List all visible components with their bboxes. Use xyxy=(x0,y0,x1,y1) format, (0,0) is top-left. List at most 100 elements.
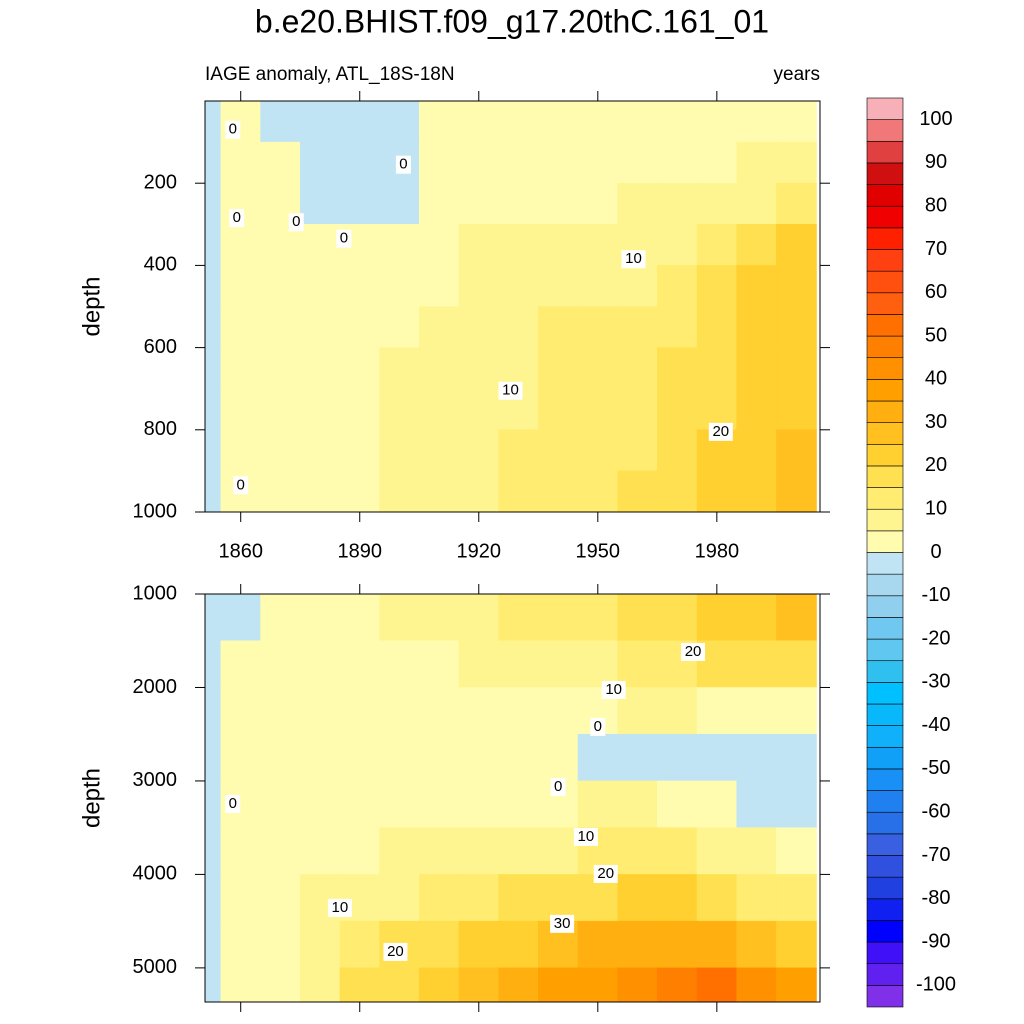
colorbar-label: -20 xyxy=(922,627,951,649)
x-tick-label: 1980 xyxy=(695,540,740,562)
contour-cell xyxy=(696,874,738,922)
colorbar-box xyxy=(866,703,904,726)
contour-cell xyxy=(339,306,381,349)
contour-cell xyxy=(220,874,262,922)
contour-cell xyxy=(339,827,381,876)
contour-cell xyxy=(736,640,778,689)
contour-cell xyxy=(696,141,738,184)
contour-cell xyxy=(260,874,301,922)
contour-cell xyxy=(260,347,301,390)
contour-cell xyxy=(538,967,579,1002)
contour-cell xyxy=(220,827,262,876)
contour-cell xyxy=(299,470,341,512)
contour-cell xyxy=(379,265,421,308)
colorbar-box xyxy=(866,725,904,748)
contour-cell xyxy=(538,827,579,876)
contour-cell xyxy=(458,594,500,642)
contour-cell xyxy=(776,388,817,431)
contour-cell xyxy=(458,874,500,922)
contour-cell xyxy=(419,224,460,267)
contour-cell xyxy=(379,101,421,143)
contour-cell xyxy=(696,265,738,308)
contour-cell xyxy=(696,182,738,226)
contour-cell xyxy=(260,470,301,512)
contour-cell xyxy=(205,265,222,308)
contour-cell xyxy=(617,141,659,184)
contour-cell xyxy=(498,687,540,735)
colorbar-box xyxy=(866,660,904,683)
colorbar-box xyxy=(866,314,904,337)
contour-cell xyxy=(419,687,460,735)
contour-cell xyxy=(776,874,817,922)
contour-cell xyxy=(498,141,540,184)
colorbar-box xyxy=(866,530,904,553)
contour-cell xyxy=(538,687,579,735)
contour-cell xyxy=(299,594,341,642)
contour-cell xyxy=(736,265,778,308)
contour-cell xyxy=(339,594,381,642)
contour-label: 0 xyxy=(229,121,237,138)
contour-cell xyxy=(260,265,301,308)
y-tick-label: 4000 xyxy=(133,863,178,885)
contour-cell xyxy=(419,640,460,689)
contour-cell xyxy=(577,429,619,472)
colorbar-label: 80 xyxy=(925,194,947,216)
contour-cell xyxy=(339,780,381,829)
contour-cell xyxy=(205,470,222,512)
contour-cell xyxy=(458,224,500,267)
contour-cell xyxy=(577,347,619,390)
contour-cell xyxy=(458,182,500,226)
contour-cell xyxy=(736,827,778,876)
contour-cell xyxy=(220,429,262,472)
contour-cell xyxy=(696,594,738,642)
contour-cell xyxy=(657,429,698,472)
contour-cell xyxy=(419,182,460,226)
contour-cell xyxy=(736,920,778,969)
contour-cell xyxy=(538,101,579,143)
contour-label-bg xyxy=(225,120,241,139)
contour-label-bg xyxy=(395,155,411,174)
colorbar-label: -80 xyxy=(922,887,951,909)
colorbar-box xyxy=(866,119,904,142)
contour-cell xyxy=(379,874,421,922)
colorbar-label: -70 xyxy=(922,844,951,866)
contour-cell xyxy=(577,306,619,349)
contour-cell xyxy=(205,594,222,642)
contour-cell xyxy=(776,347,817,390)
contour-cell xyxy=(379,594,421,642)
contour-cell xyxy=(339,967,381,1002)
colorbar-label: -10 xyxy=(922,584,951,606)
contour-cell xyxy=(657,224,698,267)
y-tick-label: 3000 xyxy=(133,769,178,791)
contour-cell xyxy=(577,265,619,308)
contour-cell xyxy=(379,780,421,829)
contour-cell xyxy=(538,388,579,431)
contour-cell xyxy=(657,687,698,735)
colorbar-label: 40 xyxy=(925,368,947,390)
contour-cell xyxy=(538,306,579,349)
contour-cell xyxy=(617,265,659,308)
contour-cell xyxy=(577,101,619,143)
contour-cell xyxy=(657,874,698,922)
colorbar-label: 100 xyxy=(919,108,952,130)
contour-cell xyxy=(657,347,698,390)
contour-label-bg xyxy=(681,642,706,661)
contour-cell xyxy=(205,967,222,1002)
y-tick-label: 200 xyxy=(144,171,177,193)
contour-cell xyxy=(299,388,341,431)
contour-label-bg xyxy=(573,827,598,846)
contour-cell xyxy=(339,347,381,390)
contour-cell xyxy=(776,265,817,308)
contour-cell xyxy=(498,640,540,689)
contour-cell xyxy=(577,470,619,512)
colorbar-box xyxy=(866,920,904,943)
colorbar-box xyxy=(866,552,904,575)
contour-cell xyxy=(419,733,460,782)
colorbar-label: -60 xyxy=(922,800,951,822)
contour-cell xyxy=(220,306,262,349)
contour-cell xyxy=(339,920,381,969)
contour-cell xyxy=(736,306,778,349)
contour-cell xyxy=(657,265,698,308)
y-tick-label: 600 xyxy=(144,336,177,358)
contour-label: 10 xyxy=(502,382,519,399)
